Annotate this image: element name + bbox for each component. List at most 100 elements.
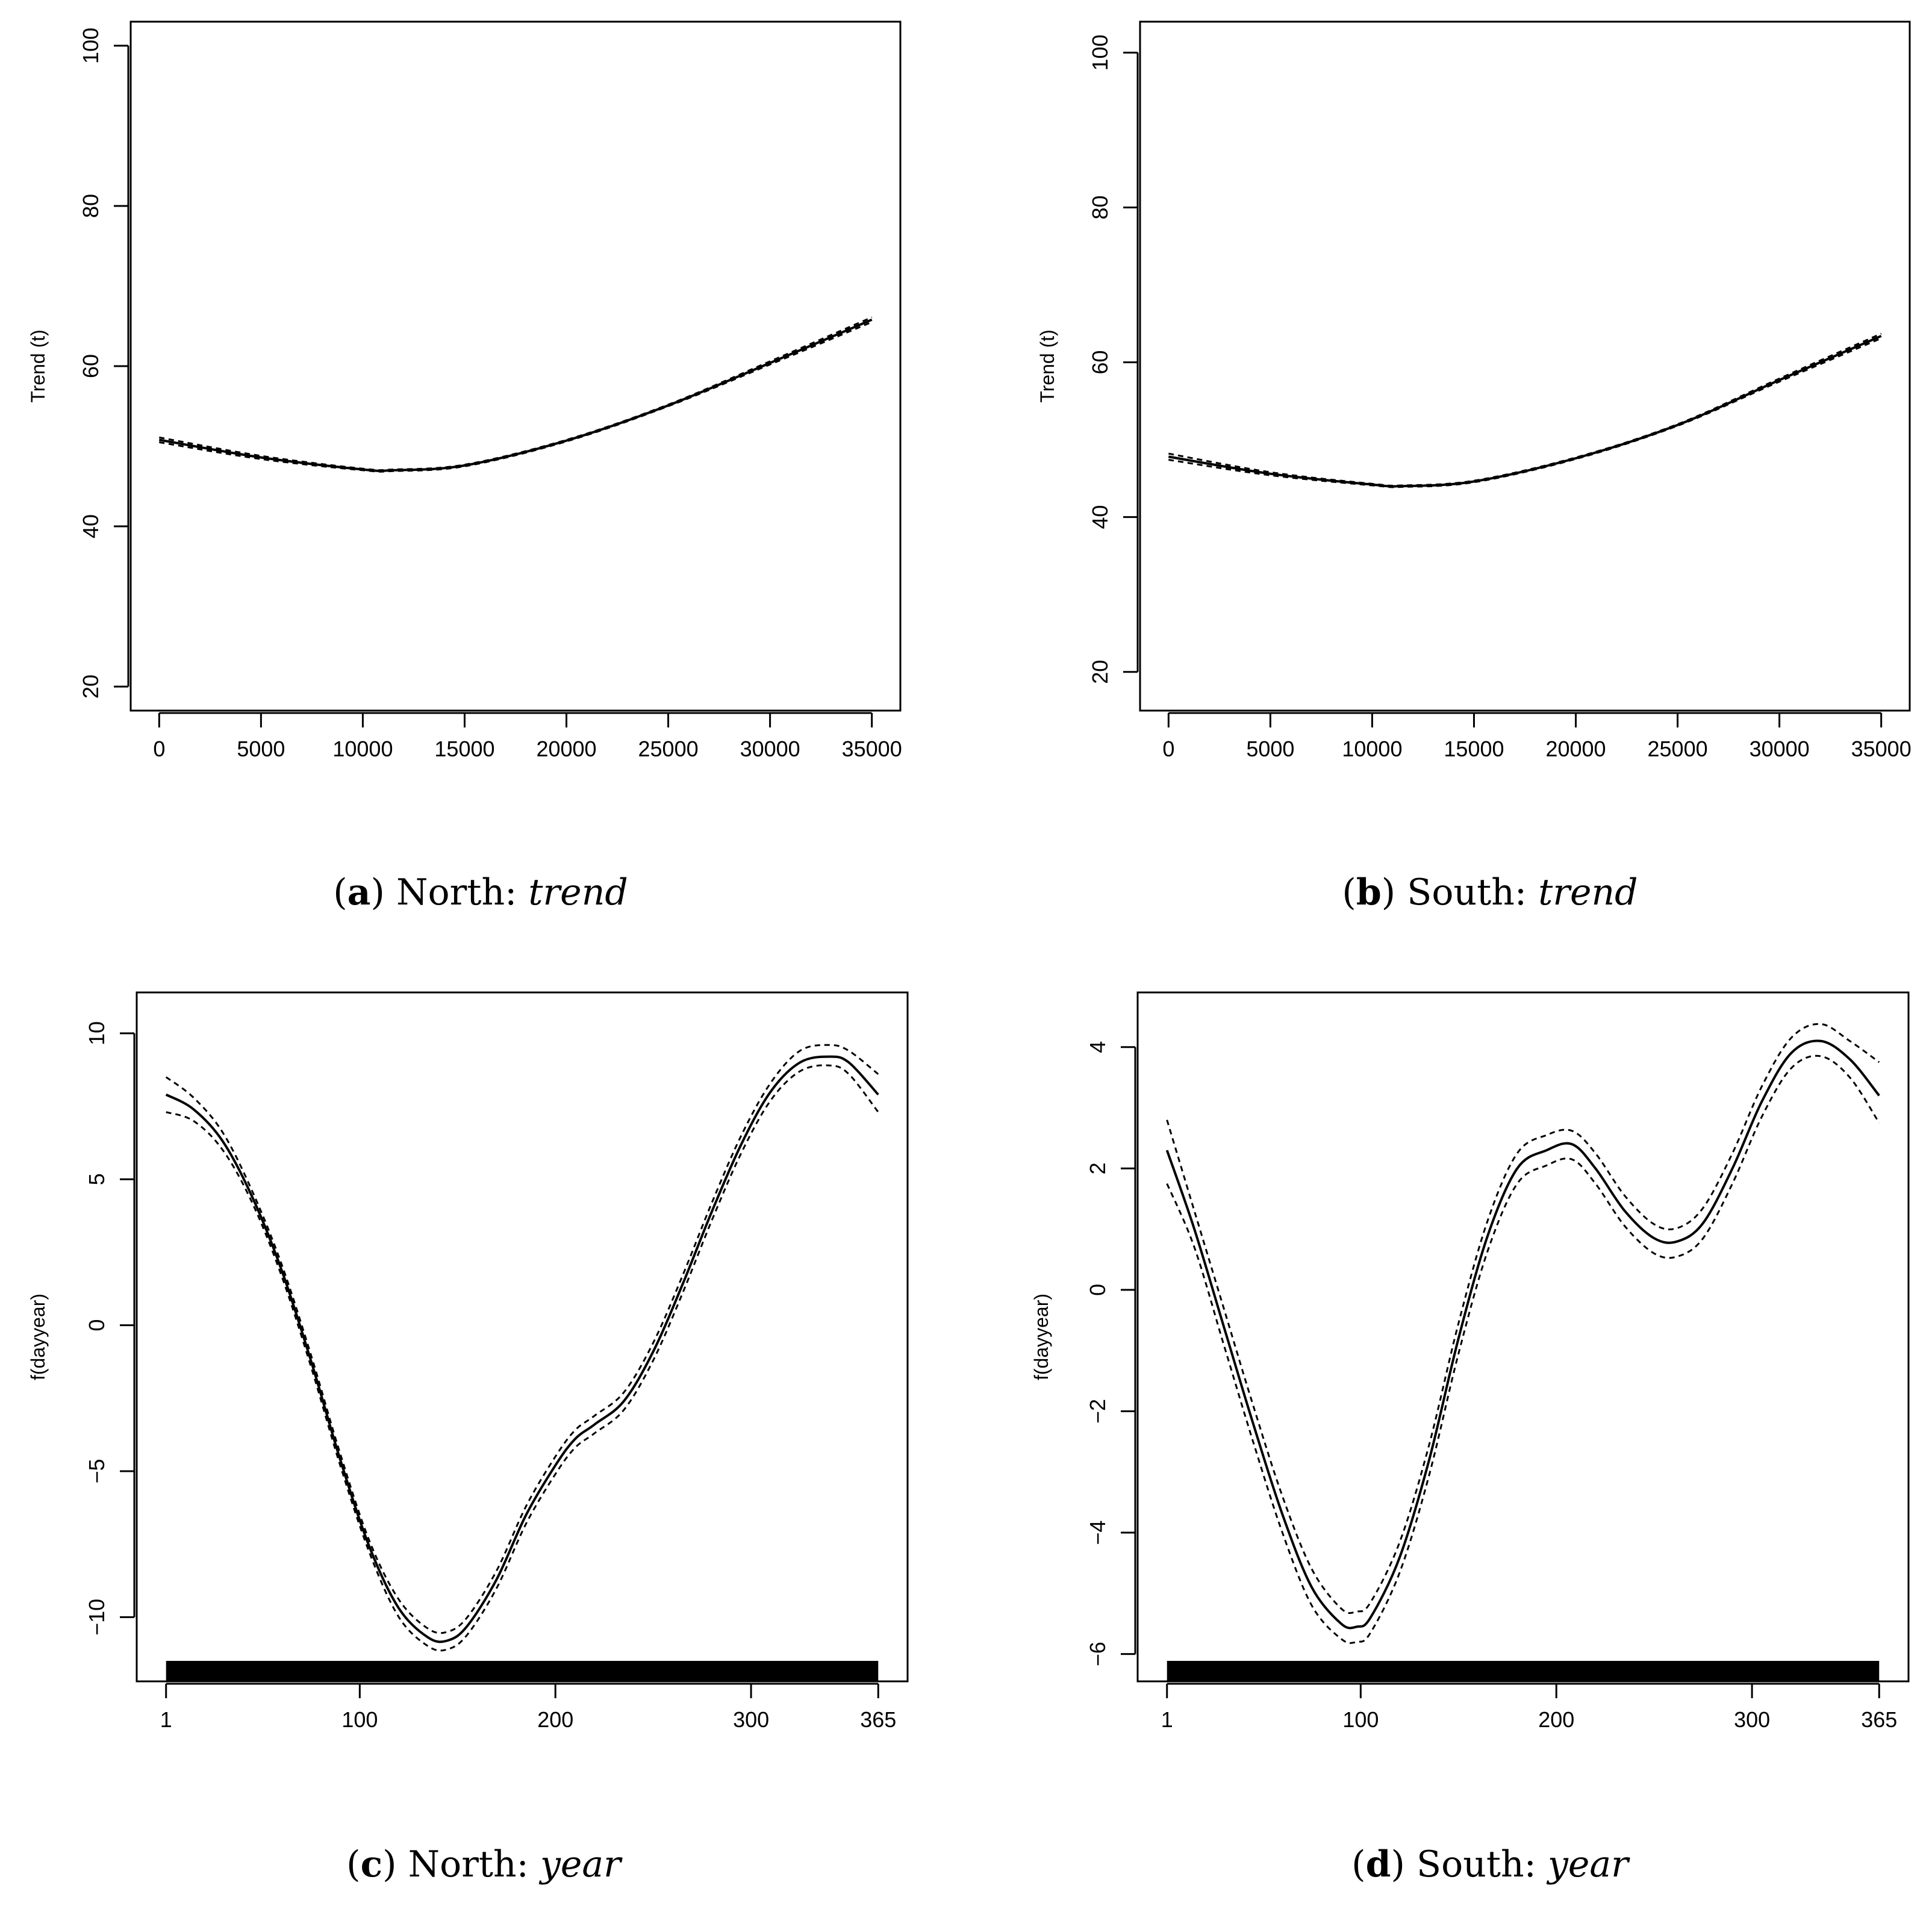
series-line-lower-b (1168, 337, 1882, 488)
x-tick-label-b: 20000 (1545, 736, 1606, 761)
y-tick-label-c: 0 (84, 1319, 109, 1331)
x-tick-label-b: 30000 (1750, 736, 1810, 761)
y-tick-label-b: 40 (1088, 505, 1112, 529)
caption-b: (b) South: trend (1342, 871, 1638, 914)
x-tick-label-a: 25000 (638, 736, 699, 761)
x-tick-label-a: 5000 (237, 736, 285, 761)
y-tick-label-b: 80 (1088, 195, 1112, 219)
series-line-lower-c (166, 1064, 879, 1652)
y-tick-label-d: 2 (1085, 1162, 1110, 1174)
y-tick-label-a: 20 (78, 674, 103, 699)
caption-a: (a) North: trend (333, 871, 628, 914)
series-a (158, 316, 873, 473)
x-axis-a: 0 5000 10000 15000 20000 25000 30000 35000 (153, 712, 902, 761)
x-tick-label-d: 365 (1861, 1707, 1897, 1732)
series-line-fit-c (165, 1055, 879, 1643)
series-line-lower-a (159, 321, 873, 473)
x-tick-label-b: 0 (1162, 736, 1174, 761)
panel-b: 0 5000 10000 15000 20000 25000 30000 35000 20 40… (1036, 20, 1912, 914)
panel-c: 1 100 200 300 365 −10 −5 0 5 10 f(dayyear) (c) N… (27, 991, 909, 1886)
y-tick-label-d: −4 (1085, 1521, 1110, 1545)
caption-letter-b: b (1356, 871, 1382, 914)
plot-area-b: 0 5000 10000 15000 20000 25000 30000 35000 20 40… (1088, 20, 1912, 761)
x-tick-label-a: 15000 (434, 736, 494, 761)
x-axis-b: 0 5000 10000 15000 20000 25000 30000 35000 (1162, 712, 1912, 761)
y-tick-label-a: 100 (78, 28, 103, 64)
x-tick-label-a: 10000 (332, 736, 393, 761)
y-tick-label-c: −10 (84, 1599, 109, 1636)
caption-text-c: North: (397, 1843, 540, 1886)
x-tick-label-b: 10000 (1342, 736, 1402, 761)
series-b (1168, 332, 1882, 488)
x-axis-c: 1 100 200 300 365 (160, 1683, 896, 1732)
rug-c (166, 1661, 879, 1681)
x-tick-label-b: 5000 (1246, 736, 1294, 761)
plot-frame-b (1139, 20, 1911, 712)
y-tick-label-d: 0 (1085, 1284, 1110, 1296)
x-tick-label-a: 0 (153, 736, 165, 761)
caption-em-a: trend (528, 871, 628, 914)
rug-d (1167, 1661, 1880, 1681)
y-axis-d: −6 −4 −2 0 2 4 (1085, 1041, 1136, 1666)
plot-area-c: 1 100 200 300 365 −10 −5 0 5 10 (84, 991, 909, 1732)
series-line-upper-d (1166, 1023, 1880, 1615)
y-axis-b: 20 40 60 80 100 (1088, 34, 1139, 684)
y-tick-label-b: 100 (1088, 34, 1112, 70)
y-tick-label-c: 5 (84, 1173, 109, 1185)
plot-area-a: 0 5000 10000 15000 20000 25000 30000 35000 20 40… (78, 20, 902, 761)
series-line-fit-d (1165, 1039, 1880, 1630)
y-axis-title-d: f(dayyear) (1030, 1294, 1052, 1380)
y-axis-a: 20 40 60 80 100 (78, 28, 129, 699)
x-tick-label-d: 200 (1538, 1707, 1574, 1732)
y-tick-label-d: −6 (1085, 1642, 1110, 1666)
series-line-upper-a (159, 316, 873, 472)
caption-c: (c) North: year (346, 1843, 623, 1886)
caption-em-b: trend (1538, 871, 1638, 914)
x-tick-label-b: 25000 (1648, 736, 1708, 761)
y-tick-label-a: 40 (78, 514, 103, 538)
panel-a: 0 5000 10000 15000 20000 25000 30000 35000 20 40… (27, 20, 902, 914)
rug-bar-c (166, 1661, 879, 1681)
caption-d: (d) South: year (1351, 1843, 1630, 1886)
series-line-upper-c (165, 1044, 879, 1634)
x-tick-label-c: 300 (733, 1707, 769, 1732)
caption-letter-d: d (1366, 1843, 1391, 1886)
x-tick-label-c: 365 (860, 1707, 896, 1732)
series-line-upper-b (1168, 332, 1882, 487)
caption-em-c: year (538, 1843, 623, 1886)
x-tick-label-c: 200 (537, 1707, 573, 1732)
caption-em-d: year (1546, 1843, 1630, 1886)
x-tick-label-b: 15000 (1444, 736, 1504, 761)
x-axis-d: 1 100 200 300 365 (1161, 1683, 1897, 1732)
y-axis-title-a: Trend (t) (27, 329, 49, 403)
series-c (165, 1044, 879, 1652)
rug-bar-d (1167, 1661, 1880, 1681)
y-tick-label-c: −5 (84, 1459, 109, 1483)
plot-frame-a (129, 20, 902, 712)
x-tick-label-a: 30000 (740, 736, 800, 761)
x-tick-label-d: 300 (1734, 1707, 1770, 1732)
y-tick-label-a: 80 (78, 194, 103, 218)
caption-text-a: North: (385, 871, 528, 914)
y-tick-label-b: 60 (1088, 350, 1112, 375)
plot-area-d: 1 100 200 300 365 −6 −4 −2 0 2 4 (1085, 991, 1910, 1732)
y-tick-label-d: −2 (1085, 1399, 1110, 1424)
x-tick-label-d: 1 (1161, 1707, 1173, 1732)
x-tick-label-c: 100 (341, 1707, 378, 1732)
panel-d: 1 100 200 300 365 −6 −4 −2 0 2 4 f(dayyear) (d) S… (1030, 991, 1910, 1886)
caption-text-b: South: (1395, 871, 1538, 914)
x-tick-label-a: 35000 (842, 736, 902, 761)
caption-letter-a: a (347, 871, 371, 914)
y-tick-label-d: 4 (1085, 1041, 1110, 1053)
x-tick-label-d: 100 (1342, 1707, 1379, 1732)
caption-text-d: South: (1405, 1843, 1548, 1886)
y-tick-label-c: 10 (84, 1021, 109, 1045)
caption-letter-c: c (361, 1843, 383, 1886)
x-tick-label-a: 20000 (536, 736, 596, 761)
y-axis-title-b: Trend (t) (1036, 329, 1058, 403)
y-tick-label-a: 60 (78, 354, 103, 378)
x-tick-label-b: 35000 (1851, 736, 1912, 761)
x-tick-label-c: 1 (160, 1707, 172, 1732)
